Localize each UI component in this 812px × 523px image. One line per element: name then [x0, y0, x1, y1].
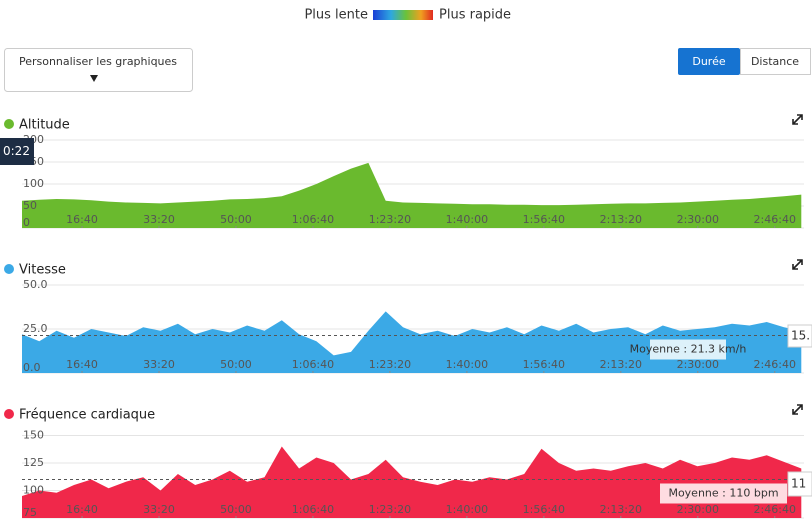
expand-icon — [792, 259, 803, 270]
toggle-duration[interactable]: Durée — [692, 55, 725, 68]
x-tick-label: 1:56:40 — [523, 358, 565, 371]
x-tick-label: 16:40 — [66, 213, 98, 226]
expand-icon — [792, 114, 803, 125]
speed-gradient — [373, 10, 433, 20]
cursor-label: 11 — [791, 477, 806, 491]
legend-dot — [4, 119, 14, 129]
chart-title: Fréquence cardiaque — [19, 408, 155, 423]
chart-title: Vitesse — [19, 263, 66, 278]
average-label: Moyenne : 21.3 km/h — [630, 343, 747, 356]
y-tick-label: 0.0 — [23, 361, 41, 374]
x-tick-label: 2:30:00 — [677, 358, 719, 371]
expand-icon — [792, 404, 803, 415]
x-tick-label: 1:06:40 — [292, 503, 334, 516]
x-tick-label: 2:13:20 — [600, 213, 642, 226]
y-tick-label: 50.0 — [23, 278, 48, 291]
y-tick-label: 75 — [23, 506, 37, 519]
legend-dot — [4, 409, 14, 419]
dropdown-arrow — [90, 75, 98, 82]
x-tick-label: 16:40 — [66, 503, 98, 516]
y-tick-label: 50 — [23, 199, 37, 212]
y-tick-label: 125 — [23, 456, 44, 469]
x-tick-label: 16:40 — [66, 358, 98, 371]
x-tick-label: 50:00 — [220, 358, 252, 371]
cursor-label: 15. — [791, 329, 810, 343]
legend-dot — [4, 264, 14, 274]
x-tick-label: 1:40:00 — [446, 358, 488, 371]
area — [22, 162, 802, 228]
x-tick-label: 2:46:40 — [754, 213, 796, 226]
y-tick-label: 25.0 — [23, 322, 48, 335]
area — [22, 446, 802, 518]
customize-button[interactable]: Personnaliser les graphiques — [4, 48, 193, 92]
cursor-box — [787, 324, 812, 348]
x-tick-label: 33:20 — [143, 503, 175, 516]
x-tick-label: 2:46:40 — [754, 503, 796, 516]
x-tick-label: 1:56:40 — [523, 213, 565, 226]
y-tick-label: 0 — [23, 216, 30, 229]
legend-slow: Plus lente — [304, 8, 368, 23]
x-tick-label: 1:06:40 — [292, 213, 334, 226]
toggle-active[interactable] — [678, 48, 740, 75]
x-tick-label: 1:06:40 — [292, 358, 334, 371]
x-tick-label: 1:23:20 — [369, 358, 411, 371]
x-tick-label: 50:00 — [220, 503, 252, 516]
cursor-box — [0, 138, 34, 165]
button-box[interactable] — [4, 48, 193, 92]
x-tick-label: 1:56:40 — [523, 503, 565, 516]
x-tick-label: 2:13:20 — [600, 503, 642, 516]
chart-title: Altitude — [19, 118, 70, 133]
average-label: Moyenne : 110 bpm — [668, 487, 778, 500]
legend-fast: Plus rapide — [439, 8, 511, 23]
x-tick-label: 2:46:40 — [754, 358, 796, 371]
average-label-box — [650, 339, 726, 360]
x-tick-label: 2:30:00 — [677, 213, 719, 226]
toggle-inactive[interactable] — [740, 48, 811, 75]
toggle-distance[interactable]: Distance — [751, 55, 799, 68]
x-tick-label: 2:13:20 — [600, 358, 642, 371]
cursor-box — [787, 471, 812, 497]
button-label[interactable]: Personnaliser les graphiques — [19, 55, 177, 68]
x-tick-label: 50:00 — [220, 213, 252, 226]
x-tick-label: 1:23:20 — [369, 503, 411, 516]
x-tick-label: 1:40:00 — [446, 213, 488, 226]
x-tick-label: 1:23:20 — [369, 213, 411, 226]
x-tick-label: 33:20 — [143, 358, 175, 371]
area — [22, 311, 802, 373]
x-tick-label: 33:20 — [143, 213, 175, 226]
x-tick-label: 1:40:00 — [446, 503, 488, 516]
average-label-box — [660, 483, 787, 504]
cursor-label: 0:22 — [3, 144, 30, 158]
y-tick-label: 100 — [23, 484, 44, 497]
y-tick-label: 100 — [23, 177, 44, 190]
y-tick-label: 150 — [23, 429, 44, 442]
x-tick-label: 2:30:00 — [677, 503, 719, 516]
